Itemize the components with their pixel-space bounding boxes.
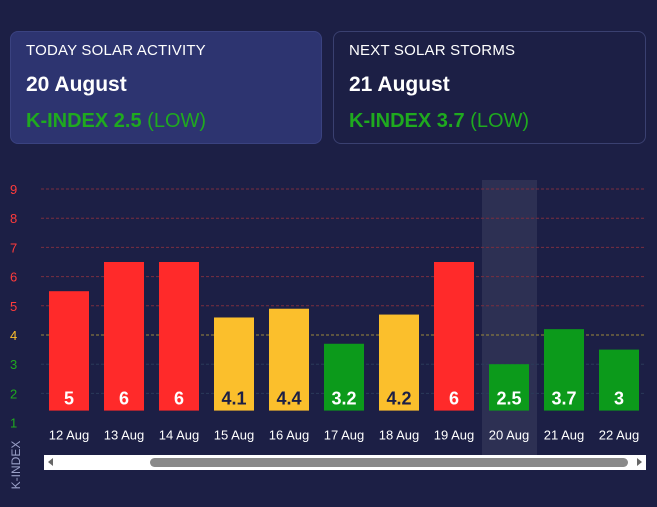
chart-horizontal-scrollbar[interactable] [44, 455, 646, 470]
scrollbar-thumb[interactable] [150, 458, 628, 467]
x-tick-label: 12 Aug [49, 428, 90, 443]
today-k-index-label: K-INDEX [26, 110, 109, 132]
x-tick-label: 13 Aug [104, 428, 145, 443]
y-tick-label: 2 [10, 386, 17, 401]
bar-value-label: 3.7 [551, 389, 576, 409]
y-tick-label: 1 [10, 416, 17, 431]
y-tick-label: 3 [10, 357, 17, 372]
highlight-column [482, 180, 537, 455]
today-date: 20 August [26, 73, 127, 96]
bar [159, 262, 199, 411]
bar [599, 349, 639, 411]
today-card-title: TODAY SOLAR ACTIVITY [26, 42, 206, 59]
bar [214, 317, 254, 411]
y-axis-label: K-INDEX [9, 440, 23, 490]
y-tick-label: 4 [10, 328, 17, 343]
bar-value-label: 4.2 [386, 389, 411, 409]
scroll-right-arrow-icon[interactable] [637, 458, 642, 466]
x-tick-label: 18 Aug [379, 428, 420, 443]
x-tick-label: 16 Aug [269, 428, 310, 443]
today-k-index-level: (LOW) [147, 110, 207, 132]
x-tick-label: 15 Aug [214, 428, 255, 443]
today-k-index-value: 2.5 [113, 110, 142, 132]
bar [104, 262, 144, 411]
x-tick-label: 22 Aug [599, 428, 640, 443]
next-k-index-label: K-INDEX [349, 110, 432, 132]
y-tick-label: 9 [10, 182, 17, 197]
bar [269, 308, 309, 411]
bar [379, 314, 419, 411]
next-k-index: K-INDEX 3.7 (LOW) [349, 110, 529, 133]
today-solar-activity-card: TODAY SOLAR ACTIVITY 20 August K-INDEX 2… [10, 31, 322, 144]
k-index-bar-chart: 1 2 3 4 5 6 7 8 9 5 12 Aug 6 13 Aug 6 14 Aug 4.1 15 Aug 4… [10, 180, 646, 455]
bar [489, 364, 529, 411]
bar-value-label: 3.2 [331, 389, 356, 409]
bar-value-label: 4.4 [276, 389, 301, 409]
today-k-index: K-INDEX 2.5 (LOW) [26, 110, 206, 133]
y-tick-label: 6 [10, 270, 17, 285]
y-tick-label: 8 [10, 211, 17, 226]
bar [49, 291, 89, 411]
bar-value-label: 5 [64, 389, 74, 409]
x-tick-label: 20 Aug [489, 428, 530, 443]
next-card-title: NEXT SOLAR STORMS [349, 42, 516, 59]
bar-value-label: 6 [449, 389, 459, 409]
bar [544, 329, 584, 411]
x-tick-label: 14 Aug [159, 428, 200, 443]
scroll-left-arrow-icon[interactable] [48, 458, 53, 466]
next-k-index-value: 3.7 [436, 110, 465, 132]
bar [324, 343, 364, 411]
next-k-index-level: (LOW) [470, 110, 530, 132]
bar-value-label: 2.5 [496, 389, 521, 409]
next-solar-storms-card: NEXT SOLAR STORMS 21 August K-INDEX 3.7 … [333, 31, 646, 144]
bar-value-label: 4.1 [221, 389, 246, 409]
bar-value-label: 3 [614, 389, 624, 409]
bar-value-label: 6 [119, 389, 129, 409]
y-tick-label: 5 [10, 299, 17, 314]
next-date: 21 August [349, 73, 450, 96]
bar-value-label: 6 [174, 389, 184, 409]
x-tick-label: 19 Aug [434, 428, 475, 443]
x-tick-label: 17 Aug [324, 428, 365, 443]
x-tick-label: 21 Aug [544, 428, 585, 443]
y-tick-label: 7 [10, 240, 17, 255]
bar [434, 262, 474, 411]
